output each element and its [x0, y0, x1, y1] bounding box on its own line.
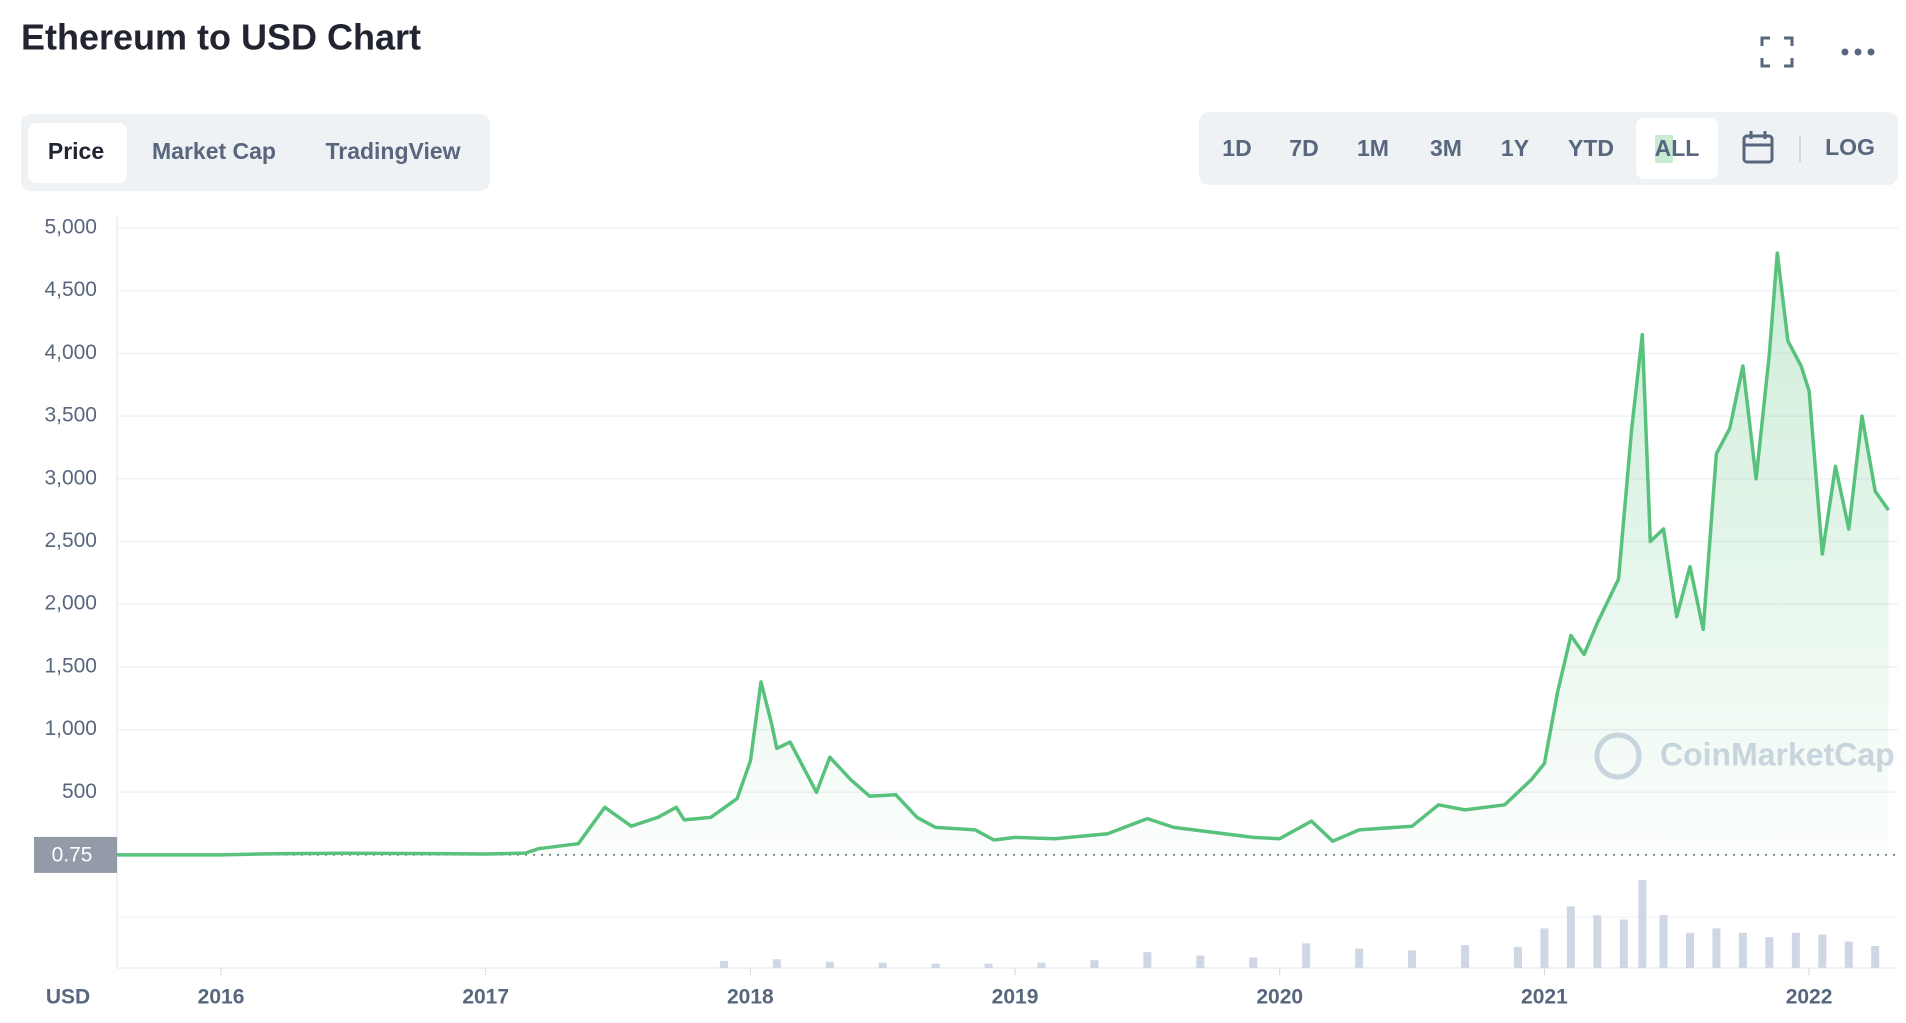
volume-bar — [1844, 941, 1853, 968]
price-line — [117, 251, 1890, 857]
more-icon[interactable] — [1841, 48, 1875, 56]
x-tick-label: 2021 — [1521, 986, 1568, 1009]
y-tick-label: 1,000 — [44, 717, 97, 740]
log-button[interactable]: LOG — [1825, 134, 1875, 160]
price-marker-label: 0.75 — [52, 843, 93, 866]
volume-bar — [931, 963, 940, 968]
active-range — [1636, 118, 1718, 179]
calendar-icon[interactable] — [1742, 131, 1774, 164]
volume-bar — [1090, 960, 1099, 968]
tab-group — [21, 114, 490, 191]
volume-bar — [1540, 928, 1549, 968]
chart-title: Ethereum to USD Chart — [21, 17, 421, 58]
tab[interactable]: TradingView — [325, 138, 460, 164]
volume-bar — [1738, 932, 1747, 968]
volume-bar — [1818, 934, 1827, 968]
range-button[interactable]: YTD — [1568, 135, 1614, 161]
range-button[interactable]: 7D — [1289, 135, 1318, 161]
volume-bar — [1566, 906, 1575, 968]
volume-bar — [1638, 880, 1647, 968]
range-button[interactable]: 1M — [1357, 135, 1389, 161]
x-tick-label: 2022 — [1786, 986, 1833, 1009]
tab[interactable]: Market Cap — [152, 138, 276, 164]
y-tick-label: 4,000 — [44, 341, 97, 364]
highlight — [1655, 135, 1673, 163]
volume-bar — [1871, 946, 1880, 968]
y-tick-label: 1,500 — [44, 654, 97, 677]
volume-bar — [1791, 932, 1800, 968]
volume-bar — [1249, 957, 1258, 968]
volume-bar — [1593, 915, 1602, 968]
y-tick-label: 5,000 — [44, 216, 97, 239]
volume-bar — [878, 962, 887, 968]
range-button[interactable]: 1D — [1222, 135, 1251, 161]
tab[interactable]: Price — [48, 138, 104, 164]
volume-bar — [825, 961, 834, 968]
x-tick-label: 2017 — [462, 986, 509, 1009]
volume-bar — [1037, 962, 1046, 968]
volume-bar — [772, 959, 781, 968]
range-group — [1199, 112, 1898, 185]
range-button[interactable]: 3M — [1430, 135, 1462, 161]
y-tick-label: 2,000 — [44, 592, 97, 615]
volume-bar — [1685, 932, 1694, 968]
y-tick-label: 500 — [62, 780, 97, 803]
range-button[interactable]: 1Y — [1501, 135, 1529, 161]
volume-bar — [1302, 943, 1311, 968]
fullscreen-icon[interactable] — [1760, 36, 1794, 68]
price-area — [117, 253, 1889, 856]
active-tab — [28, 123, 127, 183]
volume-bar — [1659, 915, 1668, 968]
volume-bar — [984, 963, 993, 968]
x-tick-label: 2018 — [727, 986, 774, 1009]
volume-bar — [1408, 950, 1417, 968]
volume-bar — [719, 960, 728, 968]
x-tick-label: 2019 — [992, 986, 1039, 1009]
y-tick-label: 2,500 — [44, 529, 97, 552]
volume-bar — [1355, 948, 1364, 968]
volume-bar — [1460, 945, 1469, 968]
range-button[interactable]: ALL — [1655, 135, 1700, 161]
volume-bar — [1765, 937, 1774, 968]
price-marker-box — [34, 836, 117, 873]
volume-bar — [1143, 952, 1152, 968]
y-tick-label: 3,000 — [44, 466, 97, 489]
x-tick-label: 2016 — [198, 986, 245, 1009]
volume-bar — [1619, 919, 1628, 968]
x-tick-label: 2020 — [1256, 986, 1303, 1009]
y-tick-label: 4,500 — [44, 278, 97, 301]
volume-bar — [1712, 928, 1721, 968]
currency-label: USD — [46, 986, 90, 1009]
volume-bar — [1513, 946, 1522, 968]
volume-bar — [1196, 955, 1205, 968]
y-tick-label: 3,500 — [44, 404, 97, 427]
